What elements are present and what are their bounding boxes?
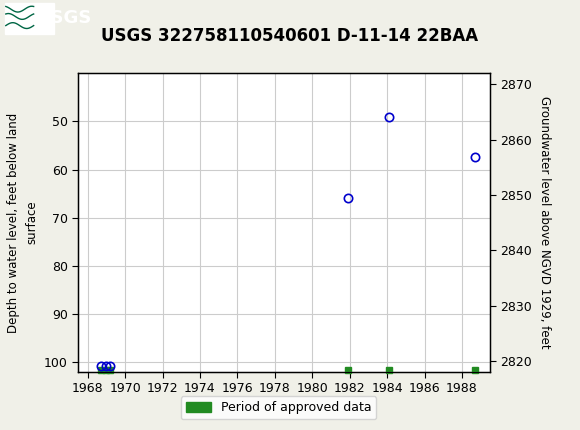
Y-axis label: Depth to water level, feet below land
surface: Depth to water level, feet below land su… (8, 112, 38, 333)
Legend: Period of approved data: Period of approved data (180, 396, 376, 419)
Y-axis label: Groundwater level above NGVD 1929, feet: Groundwater level above NGVD 1929, feet (538, 96, 551, 349)
FancyBboxPatch shape (5, 3, 54, 34)
Text: USGS: USGS (36, 9, 91, 27)
Text: USGS 322758110540601 D-11-14 22BAA: USGS 322758110540601 D-11-14 22BAA (102, 27, 478, 45)
